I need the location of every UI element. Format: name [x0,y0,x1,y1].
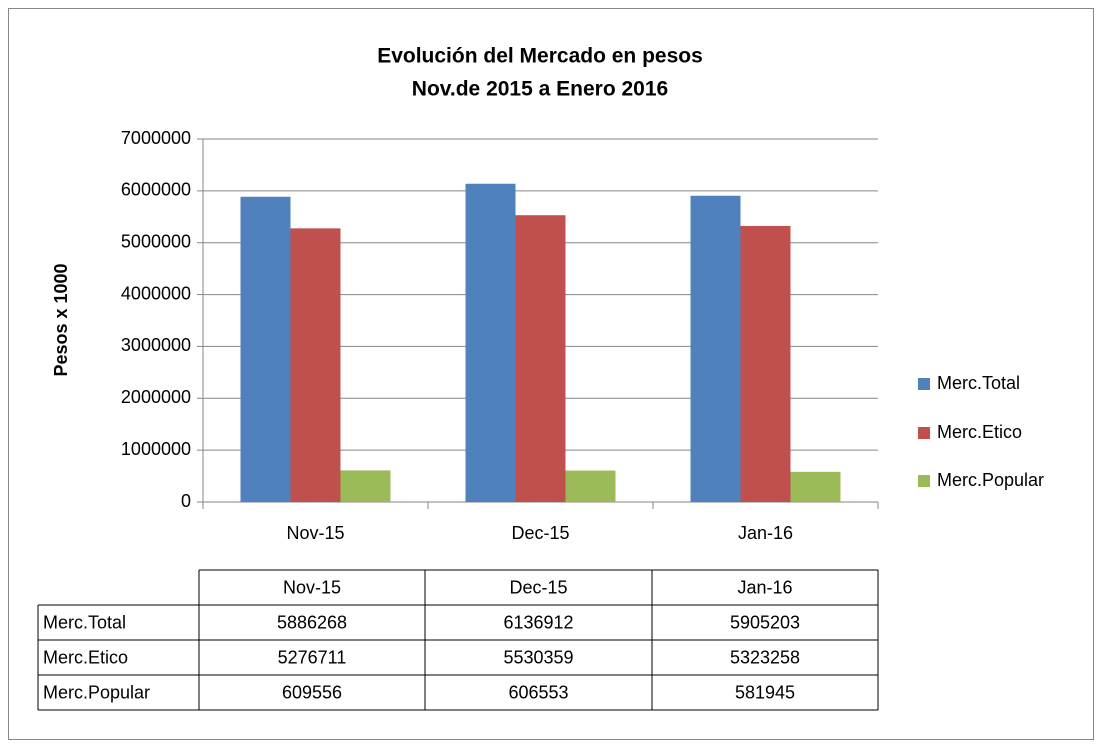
y-axis-label: Pesos x 1000 [51,263,71,376]
y-tick-label: 5000000 [121,231,191,251]
legend-swatch [918,427,930,439]
x-tick-label: Jan-16 [738,523,793,543]
bar [340,470,391,502]
y-tick-label: 7000000 [121,128,191,148]
legend-label: Merc.Etico [937,422,1022,442]
table-cell: 5323258 [730,647,800,667]
table-header: Jan-16 [737,577,792,597]
bar [790,471,841,502]
y-tick-label: 3000000 [121,335,191,355]
table-cell: 5276711 [278,647,347,667]
x-tick-label: Nov-15 [286,523,344,543]
bar [740,225,791,502]
table-cell: 5530359 [503,647,573,667]
y-tick-label: 1000000 [121,439,191,459]
legend-swatch [918,378,930,390]
table-row-label: Merc.Popular [43,682,150,702]
table-cell: 581945 [735,682,795,702]
bar [290,228,341,502]
legend-swatch [918,475,930,487]
chart-subtitle: Nov.de 2015 a Enero 2016 [412,78,668,101]
table-header: Dec-15 [509,577,567,597]
y-tick-label: 6000000 [121,180,191,200]
legend-label: Merc.Total [937,373,1020,393]
y-tick-label: 0 [181,491,191,511]
table-cell: 606553 [508,682,568,702]
table-cell: 5886268 [277,612,347,632]
bar [515,215,566,503]
y-tick-label: 2000000 [121,387,191,407]
table-cell: 609556 [282,682,342,702]
table-cell: 6136912 [503,612,573,632]
bar [240,196,291,503]
x-tick-label: Dec-15 [511,523,569,543]
bar [690,195,741,502]
table-row-label: Merc.Etico [43,647,128,667]
table-row-label: Merc.Total [43,612,126,632]
table-header: Nov-15 [283,577,341,597]
chart-title: Evolución del Mercado en pesos [377,45,703,68]
bar [465,183,516,503]
y-tick-label: 4000000 [121,283,191,303]
table-cell: 5905203 [730,612,800,632]
bar [565,470,616,502]
legend-label: Merc.Popular [937,470,1044,490]
